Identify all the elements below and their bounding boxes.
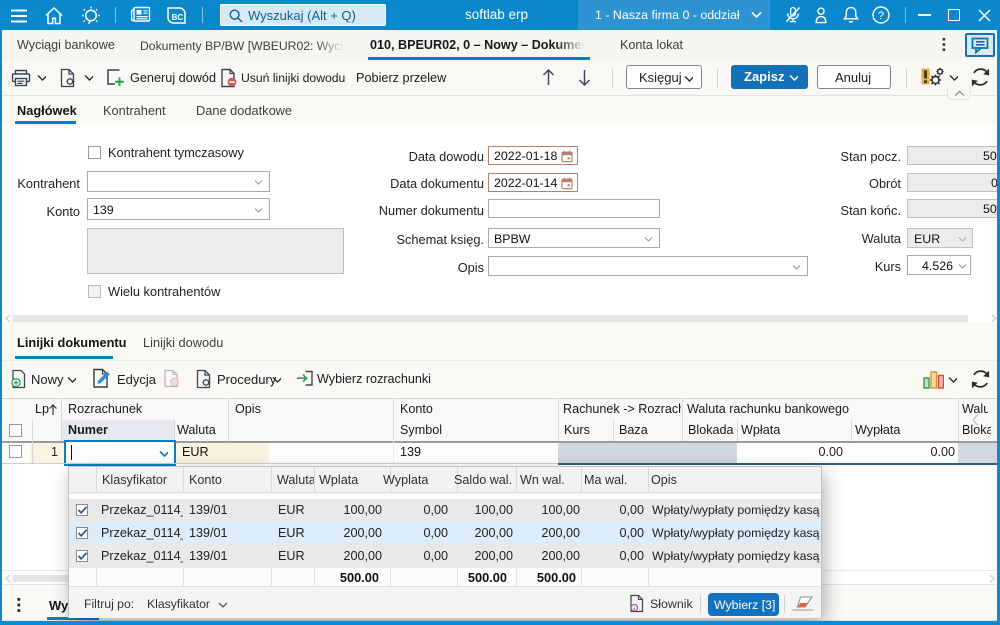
svg-text:BC: BC — [172, 13, 184, 22]
svg-text:?: ? — [878, 10, 884, 22]
